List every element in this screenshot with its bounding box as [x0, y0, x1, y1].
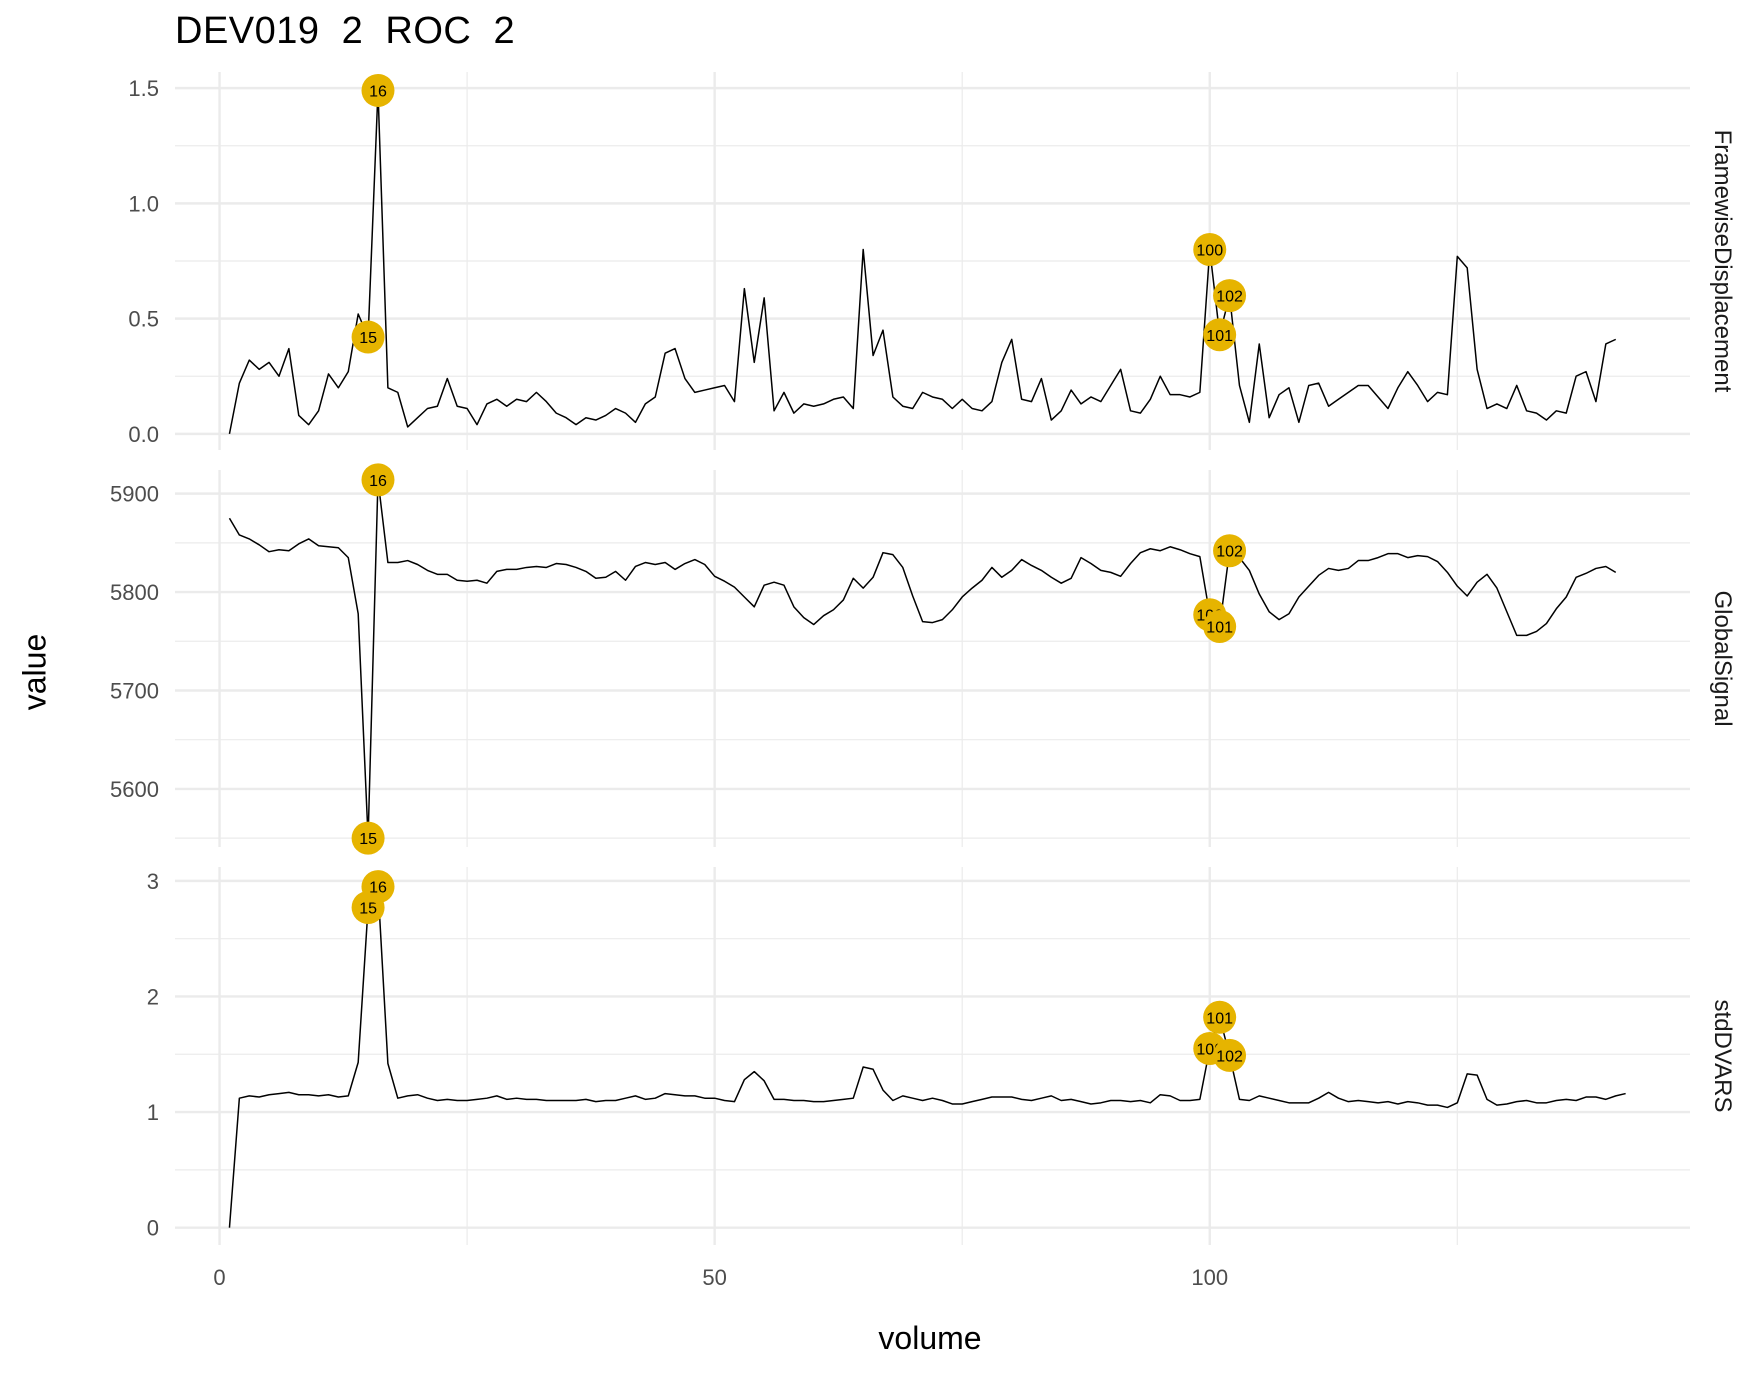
highlight-label: 15 [359, 831, 377, 848]
highlight-marker [351, 320, 385, 354]
highlight-label: 15 [359, 900, 377, 917]
highlight-point: 15 [351, 320, 385, 354]
highlight-point: 102 [1213, 279, 1247, 313]
highlight-point: 101 [1203, 318, 1237, 352]
highlight-marker [1213, 279, 1247, 313]
highlight-point: 16 [361, 73, 395, 107]
series-line [228, 89, 1617, 435]
y-tick-label: 5800 [110, 580, 159, 605]
highlight-label: 102 [1216, 1048, 1243, 1065]
y-tick-label: 0.0 [128, 422, 159, 447]
series-line [228, 885, 1626, 1228]
y-tick-label: 1 [147, 1100, 159, 1125]
highlight-marker [361, 463, 395, 497]
x-tick-label: 50 [702, 1265, 726, 1290]
panel-GlobalSignal: 5600570058005900GlobalSignal151610010110… [110, 463, 1736, 855]
highlight-marker [1213, 534, 1247, 568]
panel-strip-label: FramewiseDisplacement [1709, 130, 1736, 393]
highlight-marker [351, 821, 385, 855]
highlight-marker [1203, 1000, 1237, 1034]
highlight-point: 102 [1213, 1038, 1247, 1072]
highlight-marker [1203, 318, 1237, 352]
y-tick-label: 3 [147, 869, 159, 894]
highlight-point: 101 [1203, 1000, 1237, 1034]
highlight-label: 16 [369, 473, 387, 490]
panel-strip-label: stdDVARS [1709, 1000, 1736, 1113]
highlight-label: 15 [359, 330, 377, 347]
highlight-label: 16 [369, 880, 387, 897]
x-axis-label: volume [878, 1320, 982, 1356]
series-line [228, 479, 1617, 839]
highlight-label: 102 [1216, 544, 1243, 561]
highlight-point: 16 [361, 870, 395, 904]
highlight-marker [1213, 1038, 1247, 1072]
panel-strip-label: GlobalSignal [1709, 590, 1736, 726]
highlight-label: 101 [1206, 620, 1233, 637]
y-tick-label: 5600 [110, 777, 159, 802]
y-tick-label: 1.5 [128, 76, 159, 101]
y-tick-label: 2 [147, 984, 159, 1009]
panel-FramewiseDisplacement: 0.0 0.5 1.0 1.5 FramewiseDisplacement 15 16 100… [128, 72, 1736, 450]
chart-title: DEV019 2 ROC 2 [175, 10, 516, 52]
highlight-label: 101 [1206, 328, 1233, 345]
y-tick-label: 5900 [110, 482, 159, 507]
y-tick-label: 1.0 [128, 191, 159, 216]
highlight-point: 100 [1193, 232, 1227, 266]
highlight-point: 102 [1213, 534, 1247, 568]
highlight-label: 16 [369, 83, 387, 100]
highlight-label: 100 [1196, 242, 1223, 259]
highlight-label: 101 [1206, 1010, 1233, 1027]
highlight-label: 102 [1216, 289, 1243, 306]
highlight-marker [361, 73, 395, 107]
highlight-marker [1203, 610, 1237, 644]
highlight-point: 101 [1203, 610, 1237, 644]
highlight-point: 16 [361, 463, 395, 497]
y-tick-label: 0.5 [128, 307, 159, 332]
highlight-marker [1193, 232, 1227, 266]
highlight-point: 15 [351, 821, 385, 855]
x-tick-label: 0 [213, 1265, 225, 1290]
y-tick-label: 0 [147, 1216, 159, 1241]
highlight-marker [361, 870, 395, 904]
y-tick-label: 5700 [110, 678, 159, 703]
x-tick-label: 100 [1191, 1265, 1228, 1290]
